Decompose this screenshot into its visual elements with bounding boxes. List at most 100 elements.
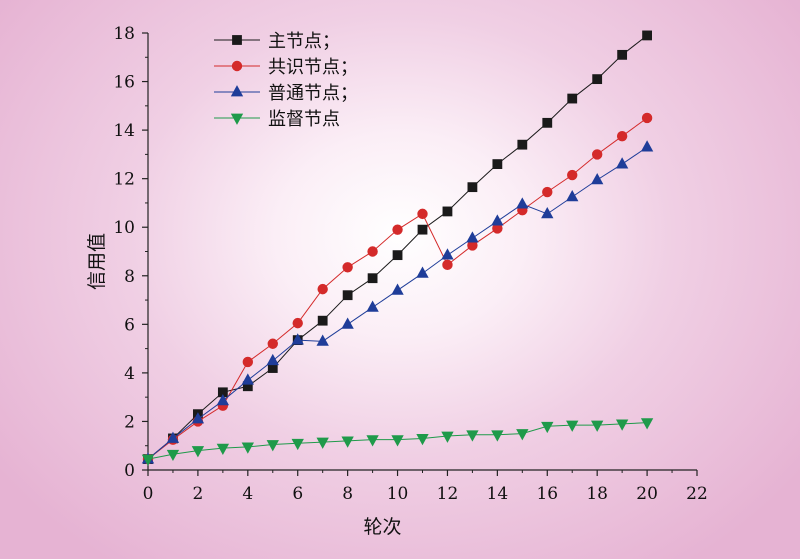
axis-ticks: 0 2 4 6 8 10 12 14 16 18 20 22 0 2 4 6 8 10 12 14 16 18 [113,24,707,504]
data-point [166,431,180,443]
series-3 [141,140,654,464]
data-point [216,393,230,406]
y-tick-label: 2 [124,412,135,432]
x-tick-label: 20 [636,484,658,504]
legend-marker [230,113,244,125]
data-point [491,214,504,226]
data-point [566,190,579,202]
y-axis-title: 信用值 [86,233,108,290]
legend-marker [232,35,242,45]
legend: 主节点； 共识节点； 普通节点； 监督节点 [214,31,358,130]
data-point [416,434,429,446]
data-point [567,169,578,181]
x-tick-label: 10 [387,484,409,504]
data-point [266,353,279,366]
data-point [291,333,304,345]
x-tick-label: 0 [143,484,154,504]
data-point [641,112,653,124]
y-tick-label: 6 [124,315,135,335]
data-point [492,159,503,170]
data-point [542,117,553,128]
legend-marker [230,85,244,97]
x-axis-title: 轮次 [363,516,401,538]
legend-entry: 主节点； [214,31,340,52]
data-point [615,157,629,169]
data-point [417,224,428,235]
data-point [316,334,329,346]
data-point [642,30,652,41]
legend-entry: 监督节点 [214,109,340,130]
x-tick-label: 22 [686,484,708,504]
data-point [341,317,354,329]
data-point [241,373,254,385]
y-tick-label: 8 [124,267,135,287]
data-point [166,449,180,462]
data-point [542,186,553,198]
series-marks [141,30,654,466]
x-tick-label: 2 [192,484,203,504]
data-point [566,420,579,432]
data-point [242,356,254,368]
data-point [466,430,479,442]
series-4 [141,418,654,466]
data-point [615,419,629,431]
data-point [442,206,453,217]
data-point [541,421,554,434]
data-point [267,338,278,349]
series-1 [143,30,652,464]
data-point [291,438,304,451]
data-point [591,173,604,185]
data-point [567,93,578,104]
data-point [342,262,353,273]
data-point [517,139,528,150]
data-point [216,443,230,455]
x-tick-label: 18 [586,484,608,504]
data-point [341,436,354,448]
data-point [191,412,205,424]
data-point [391,283,404,295]
data-point [591,149,603,160]
x-tick-label: 8 [342,484,353,504]
x-tick-label: 12 [437,484,459,504]
y-tick-label: 4 [124,364,135,384]
data-point [616,130,628,142]
data-point [367,273,378,284]
data-point [441,431,454,443]
data-point [392,250,403,261]
series-2 [142,112,653,465]
data-point [541,207,554,219]
data-point [640,140,654,152]
legend-label: 普通节点； [268,83,358,104]
x-tick-label: 6 [292,484,303,504]
data-point [241,442,254,454]
data-point [516,197,529,209]
data-point [316,437,329,449]
data-point [416,266,429,278]
data-point [466,231,479,243]
data-point [317,315,328,326]
data-point [367,246,378,257]
data-point [317,283,328,295]
legend-entry: 共识节点； [214,57,358,78]
y-tick-label: 18 [113,24,135,44]
legend-label: 主节点； [268,31,340,52]
data-point [292,317,303,329]
y-tick-label: 14 [113,121,135,141]
data-point [491,430,504,442]
x-tick-label: 16 [536,484,558,504]
y-tick-label: 0 [124,461,135,481]
data-point [392,224,403,235]
legend-label: 监督节点 [268,109,340,130]
data-point [391,435,404,447]
data-point [366,435,379,447]
data-point [441,248,454,260]
data-point [366,300,379,312]
data-point [591,420,604,432]
data-point [417,208,428,220]
y-tick-label: 10 [113,218,135,238]
x-tick-label: 14 [487,484,509,504]
x-tick-label: 4 [242,484,253,504]
data-point [617,49,628,60]
